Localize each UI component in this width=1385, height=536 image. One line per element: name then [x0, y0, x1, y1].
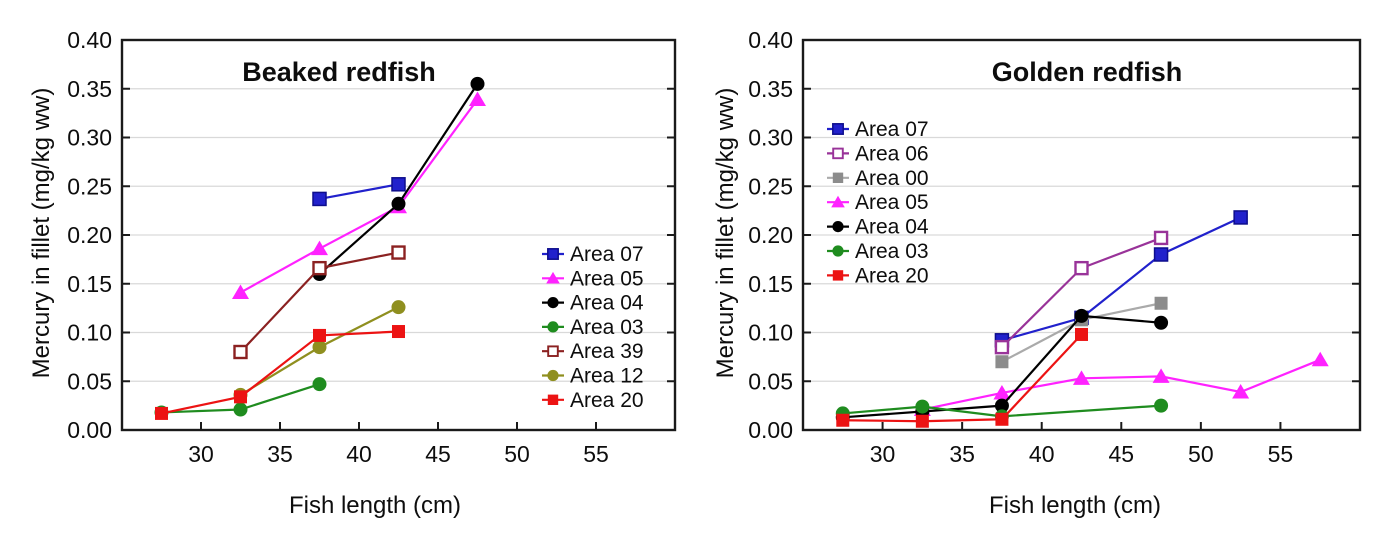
series-area-20 — [155, 325, 405, 420]
svg-text:0.10: 0.10 — [748, 320, 793, 346]
y-axis-label-golden: Mercury in fillet (mg/kg ww) — [712, 87, 739, 379]
svg-text:0.05: 0.05 — [67, 368, 112, 394]
svg-text:Area 03: Area 03 — [855, 240, 929, 263]
chart-title-golden: Golden redfish — [991, 57, 1183, 87]
legend-item-area-06: Area 06 — [827, 142, 929, 165]
svg-text:Area 04: Area 04 — [570, 292, 644, 315]
legend-item-area-04: Area 04 — [827, 216, 929, 239]
chart-title-beaked: Beaked redfish — [242, 57, 436, 87]
svg-text:Area 39: Area 39 — [570, 340, 644, 363]
svg-text:Area 20: Area 20 — [570, 389, 644, 412]
svg-text:55: 55 — [583, 441, 609, 467]
svg-text:Area 05: Area 05 — [855, 191, 929, 214]
svg-text:35: 35 — [949, 441, 975, 467]
svg-text:35: 35 — [267, 441, 293, 467]
svg-text:0.30: 0.30 — [748, 125, 793, 151]
svg-text:0.10: 0.10 — [67, 320, 112, 346]
svg-text:0.40: 0.40 — [67, 27, 112, 53]
legend-item-area-04: Area 04 — [542, 292, 644, 315]
series-area-20 — [836, 327, 1088, 428]
legend-item-area-00: Area 00 — [827, 167, 929, 190]
svg-text:0.15: 0.15 — [67, 271, 112, 297]
y-axis-label-beaked: Mercury in fillet (mg/kg ww) — [28, 87, 55, 379]
golden-redfish-figure: Area 07 Area 06 Area 00 Area 05 Area 04 Area … — [692, 0, 1385, 536]
svg-text:0.00: 0.00 — [748, 417, 793, 443]
x-axis: 30 35 40 45 50 55 — [870, 422, 1293, 467]
svg-text:0.35: 0.35 — [67, 76, 112, 102]
svg-text:50: 50 — [504, 441, 530, 467]
legend-item-area-20: Area 20 — [542, 389, 644, 412]
series-area-05 — [913, 351, 1329, 417]
svg-text:30: 30 — [870, 441, 896, 467]
svg-text:30: 30 — [188, 441, 214, 467]
svg-text:0.25: 0.25 — [748, 173, 793, 199]
svg-text:0.35: 0.35 — [748, 76, 793, 102]
y-axis: 0.00 0.05 0.10 0.15 0.20 0.25 0.30 0.35 0.40 — [67, 27, 675, 443]
svg-text:Area 07: Area 07 — [570, 243, 644, 266]
svg-text:40: 40 — [1029, 441, 1055, 467]
legend-item-area-07: Area 07 — [542, 243, 644, 266]
svg-text:0.25: 0.25 — [67, 173, 112, 199]
x-axis-label-golden: Fish length (cm) — [988, 492, 1162, 519]
legend-item-area-12: Area 12 — [542, 365, 644, 388]
legend-item-area-05: Area 05 — [827, 191, 929, 214]
svg-text:50: 50 — [1188, 441, 1214, 467]
series-area-39 — [233, 245, 406, 360]
x-axis: 30 35 40 45 50 55 — [188, 422, 609, 467]
svg-text:55: 55 — [1268, 441, 1294, 467]
svg-text:40: 40 — [346, 441, 372, 467]
svg-text:0.20: 0.20 — [748, 222, 793, 248]
svg-text:0.20: 0.20 — [67, 222, 112, 248]
svg-text:0.00: 0.00 — [67, 417, 112, 443]
svg-text:Area 12: Area 12 — [570, 365, 644, 388]
svg-text:45: 45 — [425, 441, 451, 467]
x-axis-label-beaked: Fish length (cm) — [288, 492, 462, 519]
legend-item-area-39: Area 39 — [542, 340, 644, 363]
svg-text:Area 00: Area 00 — [855, 167, 929, 190]
legend-item-area-20: Area 20 — [827, 264, 929, 287]
series-area-06 — [994, 230, 1169, 355]
legend-item-area-05: Area 05 — [542, 267, 644, 290]
series-area-07 — [312, 177, 406, 207]
legend-item-area-07: Area 07 — [827, 118, 929, 141]
svg-text:45: 45 — [1108, 441, 1134, 467]
svg-text:0.05: 0.05 — [748, 368, 793, 394]
y-axis: 0.00 0.05 0.10 0.15 0.20 0.25 0.30 0.35 0.40 — [748, 27, 1360, 443]
svg-text:Area 05: Area 05 — [570, 267, 644, 290]
svg-text:Area 20: Area 20 — [855, 264, 929, 287]
series-area-05 — [232, 91, 486, 300]
beaked-redfish-figure: Area 07 Area 05 Area 04 Area 03 Area 39 Area … — [0, 0, 692, 536]
legend-item-area-03: Area 03 — [542, 316, 644, 339]
series-area-07 — [994, 210, 1248, 348]
svg-text:Area 04: Area 04 — [855, 216, 929, 239]
svg-text:0.40: 0.40 — [748, 27, 793, 53]
svg-text:Area 07: Area 07 — [855, 118, 929, 141]
legend-item-area-03: Area 03 — [827, 240, 929, 263]
svg-text:Area 03: Area 03 — [570, 316, 644, 339]
svg-text:0.30: 0.30 — [67, 125, 112, 151]
svg-text:Area 06: Area 06 — [855, 142, 929, 165]
svg-text:0.15: 0.15 — [748, 271, 793, 297]
